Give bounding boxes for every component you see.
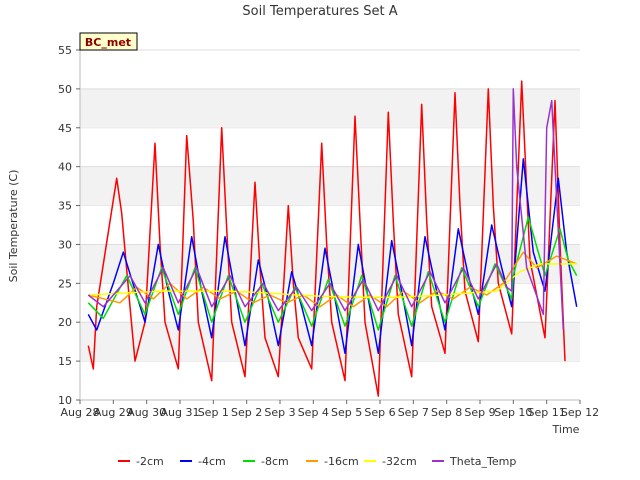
x-tick-label: Sep 8 [431, 406, 462, 419]
x-tick-label: Aug 29 [94, 406, 133, 419]
y-tick-label: 45 [58, 122, 72, 135]
x-tick-label: Aug 31 [161, 406, 200, 419]
x-tick-label: Sep 12 [561, 406, 599, 419]
y-tick-label: 10 [58, 394, 72, 407]
legend-label: -32cm [382, 455, 417, 468]
x-tick-label: Aug 30 [127, 406, 166, 419]
grid-band [80, 88, 580, 128]
badge: BC_met [79, 32, 138, 51]
x-tick-label: Sep 2 [231, 406, 262, 419]
x-tick-label: Sep 6 [364, 406, 395, 419]
y-tick-label: 35 [58, 200, 72, 213]
grid-bands [80, 49, 580, 400]
grid-band [80, 322, 580, 362]
series-line-4cm [87, 158, 578, 355]
x-tick-label: Aug 28 [61, 406, 100, 419]
x-tick-label: Sep 3 [264, 406, 295, 419]
chart-title: Soil Temperatures Set A [242, 4, 397, 19]
series-line-8cm [87, 216, 578, 331]
legend-label: -4cm [198, 455, 226, 468]
y-tick-label: 30 [58, 238, 72, 251]
x-tick-label: Sep 5 [331, 406, 362, 419]
plot-lines [87, 80, 578, 397]
grid-band [80, 166, 580, 206]
x-tick-label: Sep 11 [528, 406, 566, 419]
x-tick-label: Sep 4 [298, 406, 329, 419]
legend: -2cm -4cm -8cm -16cm -32cm Theta_Temp [118, 455, 516, 468]
legend-label: Theta_Temp [449, 455, 516, 468]
y-tick-label: 50 [58, 83, 72, 96]
x-tick-label: Sep 9 [464, 406, 495, 419]
y-axis-label: Soil Temperature (C) [7, 170, 20, 283]
y-tick-label: 40 [58, 161, 72, 174]
series-line-thetatemp [87, 88, 565, 331]
series-line-2cm [87, 80, 566, 397]
x-axis-label: Time [552, 423, 580, 436]
legend-label: -2cm [136, 455, 164, 468]
y-tick-label: 55 [58, 44, 72, 57]
y-tick-label: 20 [58, 316, 72, 329]
x-tick-label: Sep 7 [398, 406, 429, 419]
x-tick-label: Sep 1 [198, 406, 229, 419]
legend-label: -8cm [261, 455, 289, 468]
y-tick-label: 15 [58, 355, 72, 368]
y-tick-label: 25 [58, 277, 72, 290]
x-tick-label: Sep 10 [494, 406, 532, 419]
badge-label: BC_met [85, 36, 131, 49]
legend-label: -16cm [324, 455, 359, 468]
